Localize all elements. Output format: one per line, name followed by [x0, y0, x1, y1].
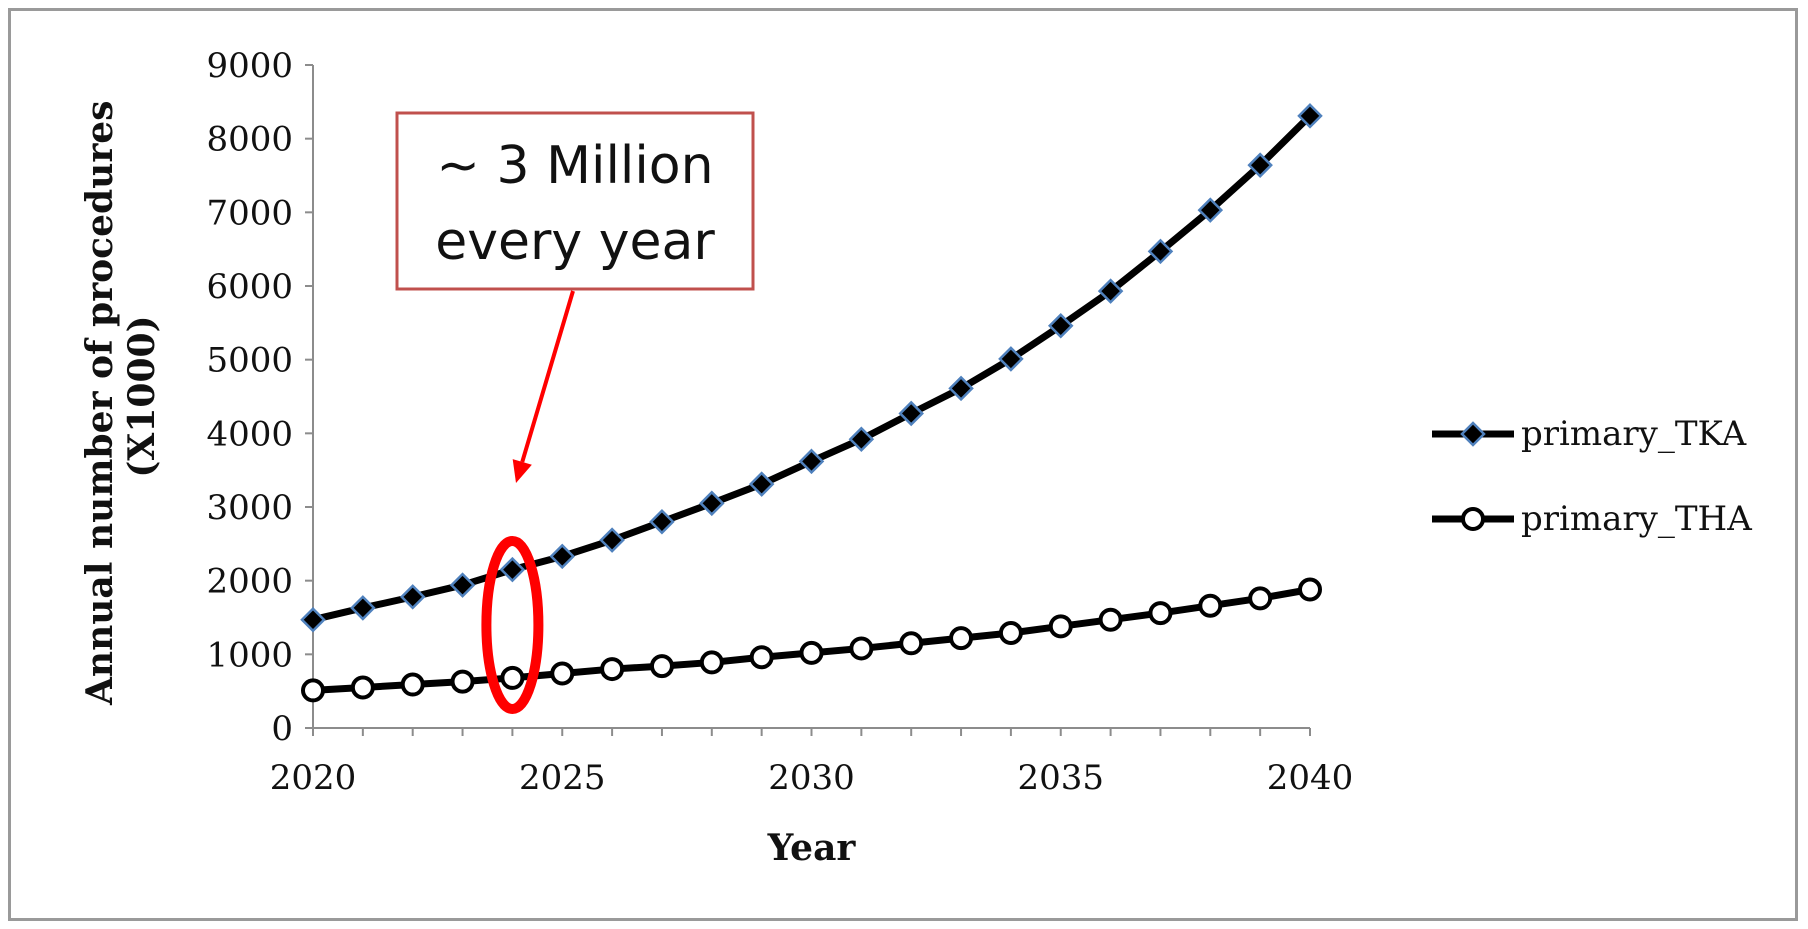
x-tick-label: 2020 — [270, 758, 357, 798]
y-tick-label: 3000 — [206, 488, 293, 528]
x-axis-title: Year — [767, 827, 857, 869]
data-point-primary_TKA — [751, 473, 773, 495]
data-point-primary_THA — [652, 656, 672, 676]
data-point-primary_TKA — [501, 559, 523, 581]
data-point-primary_THA — [552, 663, 572, 683]
data-point-primary_TKA — [352, 597, 374, 619]
data-point-primary_THA — [1250, 588, 1270, 608]
legend: primary_TKA primary_THA — [1432, 414, 1752, 539]
data-point-primary_THA — [303, 680, 323, 700]
callout-arrow-head — [513, 459, 532, 483]
y-tick-label: 5000 — [206, 341, 293, 381]
annotation-callout: ~ 3 Million every year — [397, 113, 753, 709]
y-tick-label: 9000 — [206, 46, 293, 86]
y-tick-label: 4000 — [206, 414, 293, 454]
data-point-primary_THA — [453, 672, 473, 692]
data-point-primary_THA — [1150, 603, 1170, 623]
data-point-primary_THA — [1051, 616, 1071, 636]
data-point-primary_THA — [901, 633, 921, 653]
data-point-primary_TKA — [601, 529, 623, 551]
data-point-primary_THA — [353, 677, 373, 697]
data-point-primary_TKA — [402, 586, 424, 608]
y-tick-label: 7000 — [206, 193, 293, 233]
data-point-primary_TKA — [651, 511, 673, 533]
y-axis-title-line-1: Annual number of procedures — [79, 101, 121, 707]
data-point-primary_TKA — [801, 450, 823, 472]
data-point-primary_THA — [1200, 596, 1220, 616]
y-tick-label: 2000 — [206, 562, 293, 602]
data-point-primary_THA — [951, 628, 971, 648]
data-point-primary_TKA — [452, 574, 474, 596]
legend-label-primary_TKA: primary_TKA — [1521, 414, 1747, 454]
data-point-primary_THA — [403, 675, 423, 695]
x-tick-label: 2040 — [1267, 758, 1354, 798]
data-point-primary_THA — [702, 652, 722, 672]
callout-arrow — [522, 291, 573, 462]
data-point-primary_TKA — [701, 492, 723, 514]
y-tick-label: 8000 — [206, 120, 293, 160]
legend-marker-primary_THA — [1463, 509, 1483, 529]
x-tick-label: 2035 — [1017, 758, 1104, 798]
y-tick-label: 0 — [271, 709, 293, 749]
data-point-primary_THA — [851, 638, 871, 658]
data-point-primary_THA — [752, 647, 772, 667]
legend-marker-primary_TKA — [1462, 423, 1484, 445]
data-point-primary_THA — [1101, 610, 1121, 630]
callout-text-line-2: every year — [435, 212, 715, 272]
y-tick-label: 1000 — [206, 635, 293, 675]
legend-label-primary_THA: primary_THA — [1521, 499, 1752, 539]
y-axis-title: Annual number of procedures (X1000) — [79, 88, 163, 706]
data-point-primary_THA — [502, 668, 522, 688]
x-tick-label: 2025 — [519, 758, 606, 798]
data-point-primary_THA — [1001, 623, 1021, 643]
y-tick-label: 6000 — [206, 267, 293, 307]
data-point-primary_TKA — [302, 609, 324, 631]
x-tick-label: 2030 — [768, 758, 855, 798]
y-axis-title-line-2: (X1000) — [121, 315, 163, 477]
callout-text-line-1: ~ 3 Million — [436, 136, 713, 196]
data-point-primary_THA — [1300, 580, 1320, 600]
data-point-primary_THA — [602, 659, 622, 679]
data-point-primary_THA — [802, 643, 822, 663]
data-point-primary_TKA — [551, 545, 573, 567]
